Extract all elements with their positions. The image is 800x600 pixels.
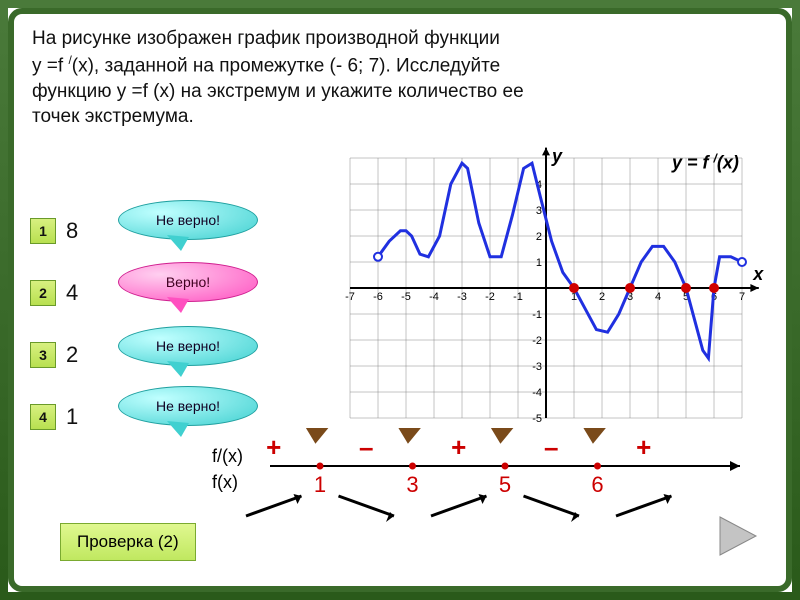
signline-svg: f/(x) f(x) +1 max – 3 min +5 max – 6 min +	[200, 428, 760, 538]
svg-text:-2: -2	[485, 291, 495, 303]
svg-text:f/(x): f/(x)	[212, 446, 243, 466]
svg-text:max: max	[514, 428, 565, 430]
sign-line-diagram: f/(x) f(x) +1 max – 3 min +5 max – 6 min +	[200, 428, 760, 538]
svg-text:y = f /(x): y = f /(x)	[671, 151, 739, 172]
svg-text:-5: -5	[532, 413, 542, 425]
answer-value-3: 2	[66, 342, 78, 368]
answers-group: 1 8 2 4 3 2 4 1	[30, 218, 78, 466]
svg-text:–: –	[359, 432, 373, 462]
svg-text:+: +	[636, 432, 651, 462]
question-text: На рисунке изображен график производной …	[32, 26, 768, 130]
svg-text:3: 3	[536, 205, 542, 217]
svg-text:min: min	[421, 428, 467, 430]
chart-svg: -7-6-5-4-3-2-112345671234-1-2-3-4-5yxy =…	[336, 138, 766, 428]
svg-text:min: min	[606, 428, 652, 430]
svg-text:2: 2	[536, 231, 542, 243]
answer-value-1: 8	[66, 218, 78, 244]
answer-value-4: 1	[66, 404, 78, 430]
svg-text:-2: -2	[532, 335, 542, 347]
answer-value-2: 4	[66, 280, 78, 306]
feedback-text-2: Верно!	[166, 274, 210, 290]
feedback-text-4: Не верно!	[156, 398, 220, 414]
answer-row: 4 1	[30, 404, 78, 430]
feedback-bubble-2: Верно!	[118, 262, 258, 302]
answer-button-4[interactable]: 4	[30, 404, 56, 430]
svg-text:1: 1	[314, 472, 326, 497]
svg-text:-4: -4	[532, 387, 542, 399]
question-line2-post: (х), заданной на промежутке (- 6; 7). Ис…	[72, 55, 500, 76]
feedback-bubble-4: Не верно!	[118, 386, 258, 426]
svg-text:-3: -3	[532, 361, 542, 373]
question-line1: На рисунке изображен график производной …	[32, 28, 500, 49]
svg-text:4: 4	[655, 291, 661, 303]
svg-text:-7: -7	[345, 291, 355, 303]
svg-text:max: max	[329, 428, 380, 430]
svg-text:3: 3	[406, 472, 418, 497]
question-line4: точек экстремума.	[32, 106, 194, 127]
slide-frame: На рисунке изображен график производной …	[0, 0, 800, 600]
verify-button[interactable]: Проверка (2)	[60, 523, 196, 561]
question-line2-pre: у =f	[32, 55, 68, 76]
derivative-chart: -7-6-5-4-3-2-112345671234-1-2-3-4-5yxy =…	[336, 138, 766, 428]
feedback-bubble-1: Не верно!	[118, 200, 258, 240]
svg-text:+: +	[266, 432, 281, 462]
svg-text:+: +	[451, 432, 466, 462]
svg-text:1: 1	[536, 257, 542, 269]
feedback-text-3: Не верно!	[156, 338, 220, 354]
answer-button-2[interactable]: 2	[30, 280, 56, 306]
svg-text:-3: -3	[457, 291, 467, 303]
feedback-bubble-3: Не верно!	[118, 326, 258, 366]
svg-text:-1: -1	[513, 291, 523, 303]
answer-row: 1 8	[30, 218, 78, 244]
svg-text:-5: -5	[401, 291, 411, 303]
feedback-text-1: Не верно!	[156, 212, 220, 228]
svg-text:-6: -6	[373, 291, 383, 303]
answer-row: 3 2	[30, 342, 78, 368]
answer-button-3[interactable]: 3	[30, 342, 56, 368]
svg-text:5: 5	[499, 472, 511, 497]
answer-row: 2 4	[30, 280, 78, 306]
answer-button-1[interactable]: 1	[30, 218, 56, 244]
svg-text:x: x	[752, 264, 764, 284]
svg-text:-4: -4	[429, 291, 439, 303]
svg-text:–: –	[544, 432, 558, 462]
svg-text:f(x): f(x)	[212, 472, 238, 492]
svg-text:7: 7	[739, 291, 745, 303]
question-line3: функцию у =f (х) на экстремум и укажите …	[32, 81, 524, 102]
svg-text:-1: -1	[532, 309, 542, 321]
svg-text:6: 6	[591, 472, 603, 497]
svg-text:2: 2	[599, 291, 605, 303]
svg-text:y: y	[551, 146, 563, 166]
